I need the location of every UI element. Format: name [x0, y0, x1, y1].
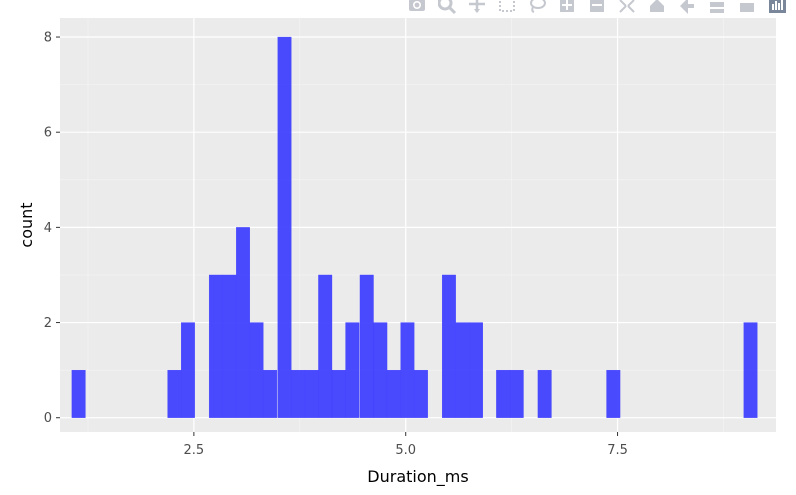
pan-icon	[469, 0, 485, 13]
zoom-button[interactable]	[432, 0, 462, 14]
plotly-logo-icon	[769, 0, 786, 13]
hover-compare-button[interactable]	[732, 0, 762, 14]
histogram-bar[interactable]	[318, 274, 333, 418]
x-tick-label: 7.5	[607, 443, 628, 458]
histogram-bar[interactable]	[222, 274, 237, 418]
histogram-bar[interactable]	[373, 322, 388, 418]
hover-closest-button[interactable]	[702, 0, 732, 14]
x-axis-ticks: 2.5 5.0 7.5	[184, 432, 628, 458]
histogram-bar[interactable]	[455, 322, 470, 418]
y-axis-title: count	[17, 202, 36, 247]
zoom-out-button[interactable]	[582, 0, 612, 14]
modebar	[402, 0, 792, 14]
spike-lines-button[interactable]	[672, 0, 702, 14]
box-select-icon	[499, 0, 515, 12]
lasso-select-button[interactable]	[522, 0, 552, 14]
y-tick-label: 4	[44, 221, 52, 236]
histogram-bar[interactable]	[263, 369, 278, 418]
histogram-bar[interactable]	[208, 274, 223, 418]
histogram-bar[interactable]	[181, 322, 195, 418]
histogram-bar[interactable]	[743, 322, 758, 418]
zoom-icon	[438, 0, 457, 14]
histogram-bar[interactable]	[400, 322, 415, 418]
histogram-bar[interactable]	[345, 322, 360, 418]
histogram-bar[interactable]	[331, 369, 346, 418]
x-axis-title: Duration_ms	[367, 467, 468, 487]
lasso-select-icon	[530, 0, 546, 13]
histogram-bar[interactable]	[71, 369, 86, 418]
histogram-bar[interactable]	[441, 274, 456, 418]
histogram-bar[interactable]	[304, 369, 319, 418]
histogram-bar[interactable]	[509, 369, 524, 418]
zoom-out-icon	[590, 0, 604, 12]
plot-panel	[60, 18, 776, 432]
histogram-bar[interactable]	[277, 36, 292, 418]
y-axis-ticks: 0 2 4 6 8	[44, 31, 60, 426]
pan-button[interactable]	[462, 0, 492, 14]
histogram-bar[interactable]	[167, 369, 182, 418]
histogram-bar[interactable]	[359, 274, 374, 418]
hover-compare-icon	[740, 3, 754, 12]
histogram-bar[interactable]	[537, 369, 552, 418]
reset-axes-icon	[650, 0, 664, 12]
reset-axes-button[interactable]	[642, 0, 672, 14]
x-tick-label: 2.5	[184, 443, 205, 458]
histogram-bar[interactable]	[291, 369, 306, 418]
histogram-bars[interactable]	[71, 36, 758, 418]
histogram-bar[interactable]	[469, 322, 483, 418]
box-select-button[interactable]	[492, 0, 522, 14]
histogram-bar[interactable]	[236, 227, 250, 418]
autoscale-button[interactable]	[612, 0, 642, 14]
spike-lines-icon	[680, 0, 694, 14]
x-tick-label: 5.0	[395, 443, 416, 458]
y-tick-label: 2	[44, 316, 52, 331]
histogram-bar[interactable]	[606, 369, 621, 418]
histogram-bar[interactable]	[496, 369, 511, 418]
histogram-bar[interactable]	[414, 369, 428, 418]
hover-closest-icon	[710, 2, 724, 13]
camera-button[interactable]	[402, 0, 432, 14]
histogram-bar[interactable]	[249, 322, 264, 418]
autoscale-icon	[619, 0, 635, 13]
y-tick-label: 8	[44, 31, 52, 46]
plotly-logo-button[interactable]	[762, 0, 792, 14]
y-tick-label: 0	[44, 411, 52, 426]
camera-icon	[409, 0, 425, 11]
zoom-in-button[interactable]	[552, 0, 582, 14]
zoom-in-icon	[560, 0, 574, 12]
y-tick-label: 6	[44, 126, 52, 141]
histogram-bar[interactable]	[386, 369, 401, 418]
